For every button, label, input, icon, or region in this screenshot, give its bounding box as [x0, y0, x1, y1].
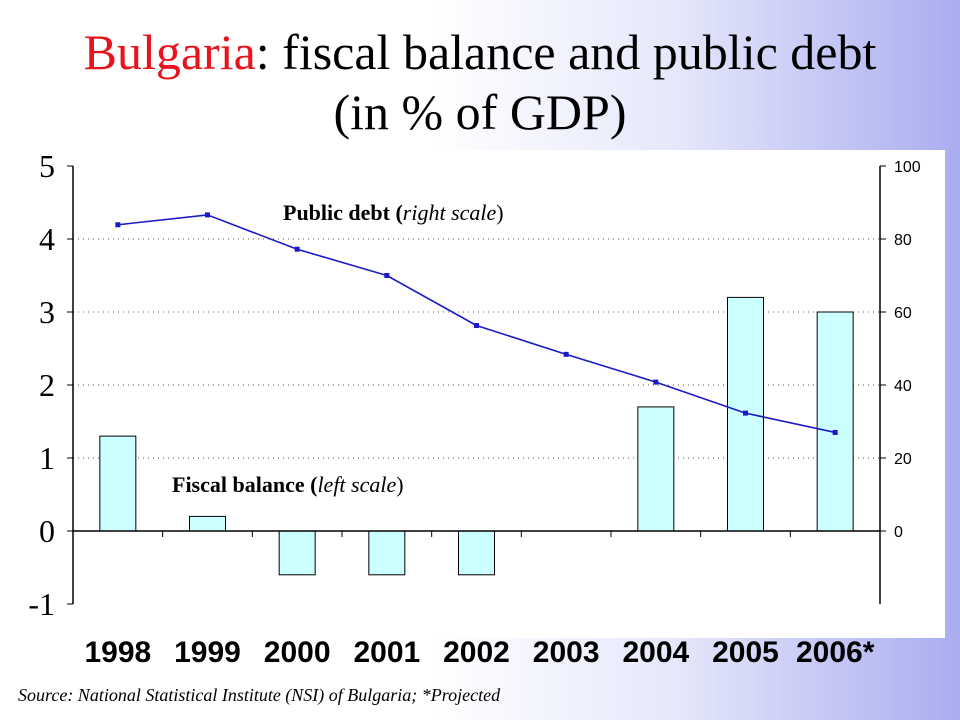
left-tick-label: 5 [39, 148, 55, 184]
category-label: 2003 [533, 636, 600, 669]
public-debt-marker [115, 222, 121, 228]
fiscal-balance-annotation-italic: left scale [317, 472, 396, 497]
right-tick-label: 0 [894, 524, 903, 541]
left-tick-label: 2 [39, 367, 55, 403]
right-tick-label: 80 [894, 232, 912, 249]
fiscal-balance-annotation-bold: Fiscal balance ( [172, 472, 317, 497]
title-country: Bulgaria [83, 24, 256, 80]
title-rest: : fiscal balance and public debt [255, 24, 877, 80]
category-label: 2000 [264, 636, 331, 669]
public-debt-marker [294, 246, 300, 252]
axes [67, 165, 886, 605]
bar-fiscal-balance [278, 530, 316, 576]
public-debt-marker [563, 351, 569, 357]
public-debt-annotation: Public debt (right scale) [283, 200, 504, 225]
right-tick-label: 40 [894, 378, 912, 395]
category-label: 2002 [443, 636, 510, 669]
category-label: 1998 [84, 636, 151, 669]
right-tick-label: 100 [894, 159, 921, 176]
fiscal-balance-annotation-close: ) [396, 472, 403, 497]
left-tick-label: -1 [28, 586, 55, 622]
left-tick-label: 3 [39, 294, 55, 330]
right-tick-label: 60 [894, 305, 912, 322]
public-debt-marker [205, 212, 210, 218]
line-series [115, 212, 838, 435]
public-debt-marker [832, 429, 838, 435]
bar-fiscal-balance [816, 311, 854, 532]
bar-fiscal-balance [189, 515, 226, 532]
left-tick-label: 0 [39, 513, 55, 549]
bar-fiscal-balance [458, 530, 495, 576]
public-debt-marker [743, 410, 748, 416]
public-debt-annotation-close: ) [496, 200, 503, 225]
title-line-1: Bulgaria: fiscal balance and public debt [0, 22, 960, 82]
bar-fiscal-balance [99, 435, 137, 532]
bar-fiscal-balance [368, 530, 406, 576]
left-tick-label: 1 [39, 440, 55, 476]
tick-labels: 5 4 3 2 1 0 -1 100 80 60 40 20 0 1998 1999 2000 2001 2002… [28, 148, 920, 669]
bar-fiscal-balance [637, 406, 675, 532]
title-line-2: (in % of GDP) [333, 84, 627, 140]
category-label: 2004 [622, 636, 689, 669]
category-label: 2005 [712, 636, 779, 669]
left-tick-label: 4 [39, 221, 55, 257]
fiscal-balance-annotation: Fiscal balance (left scale) [172, 472, 404, 497]
annotations: Public debt (right scale)Fiscal balance … [172, 200, 504, 497]
category-label: 2001 [353, 636, 420, 669]
bar-series [99, 296, 854, 576]
source-note: Source: National Statistical Institute (… [18, 685, 501, 705]
public-debt-marker [653, 379, 659, 385]
right-tick-label: 20 [894, 451, 912, 468]
category-label: 2006* [796, 636, 875, 669]
public-debt-marker [384, 273, 390, 278]
category-label: 1999 [174, 636, 241, 669]
public-debt-marker [474, 323, 479, 329]
public-debt-annotation-bold: Public debt ( [283, 200, 403, 225]
chart-title: Bulgaria: fiscal balance and public debt… [0, 22, 960, 142]
plot-background [70, 150, 945, 638]
public-debt-annotation-italic: right scale [403, 200, 497, 225]
